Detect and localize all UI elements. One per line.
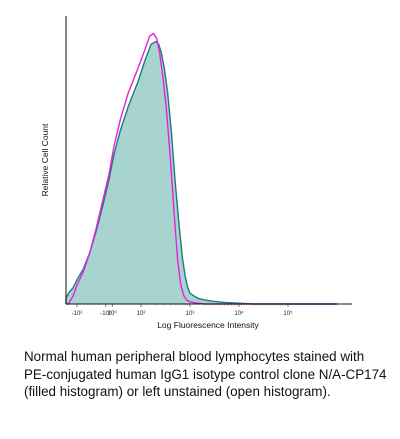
y-axis-title: Relative Cell Count [40,123,50,196]
caption-line: PE-conjugated human IgG1 isotype control… [24,366,387,382]
x-tick-label: 10⁴ [234,310,244,317]
open-histogram-line [66,32,337,305]
caption-line: Normal human peripheral blood lymphocyte… [24,349,365,364]
plot-area [65,32,337,305]
x-tick-label: -10² [72,311,83,317]
axes [65,16,352,305]
filled-histogram-area [66,41,337,304]
x-tick-label: 10³ [186,311,195,317]
x-tick-label: -10⁰ [100,310,112,317]
caption-line: (filled histogram) or left unstained (op… [24,384,331,399]
x-tick-label: 10⁵ [283,310,293,317]
figure-caption: Normal human peripheral blood lymphocyte… [24,348,390,401]
x-tick-label: 10² [137,311,146,317]
x-tick-label: 10⁰ [108,310,118,317]
x-axis-title: Log Fluorescence Intensity [157,320,259,330]
